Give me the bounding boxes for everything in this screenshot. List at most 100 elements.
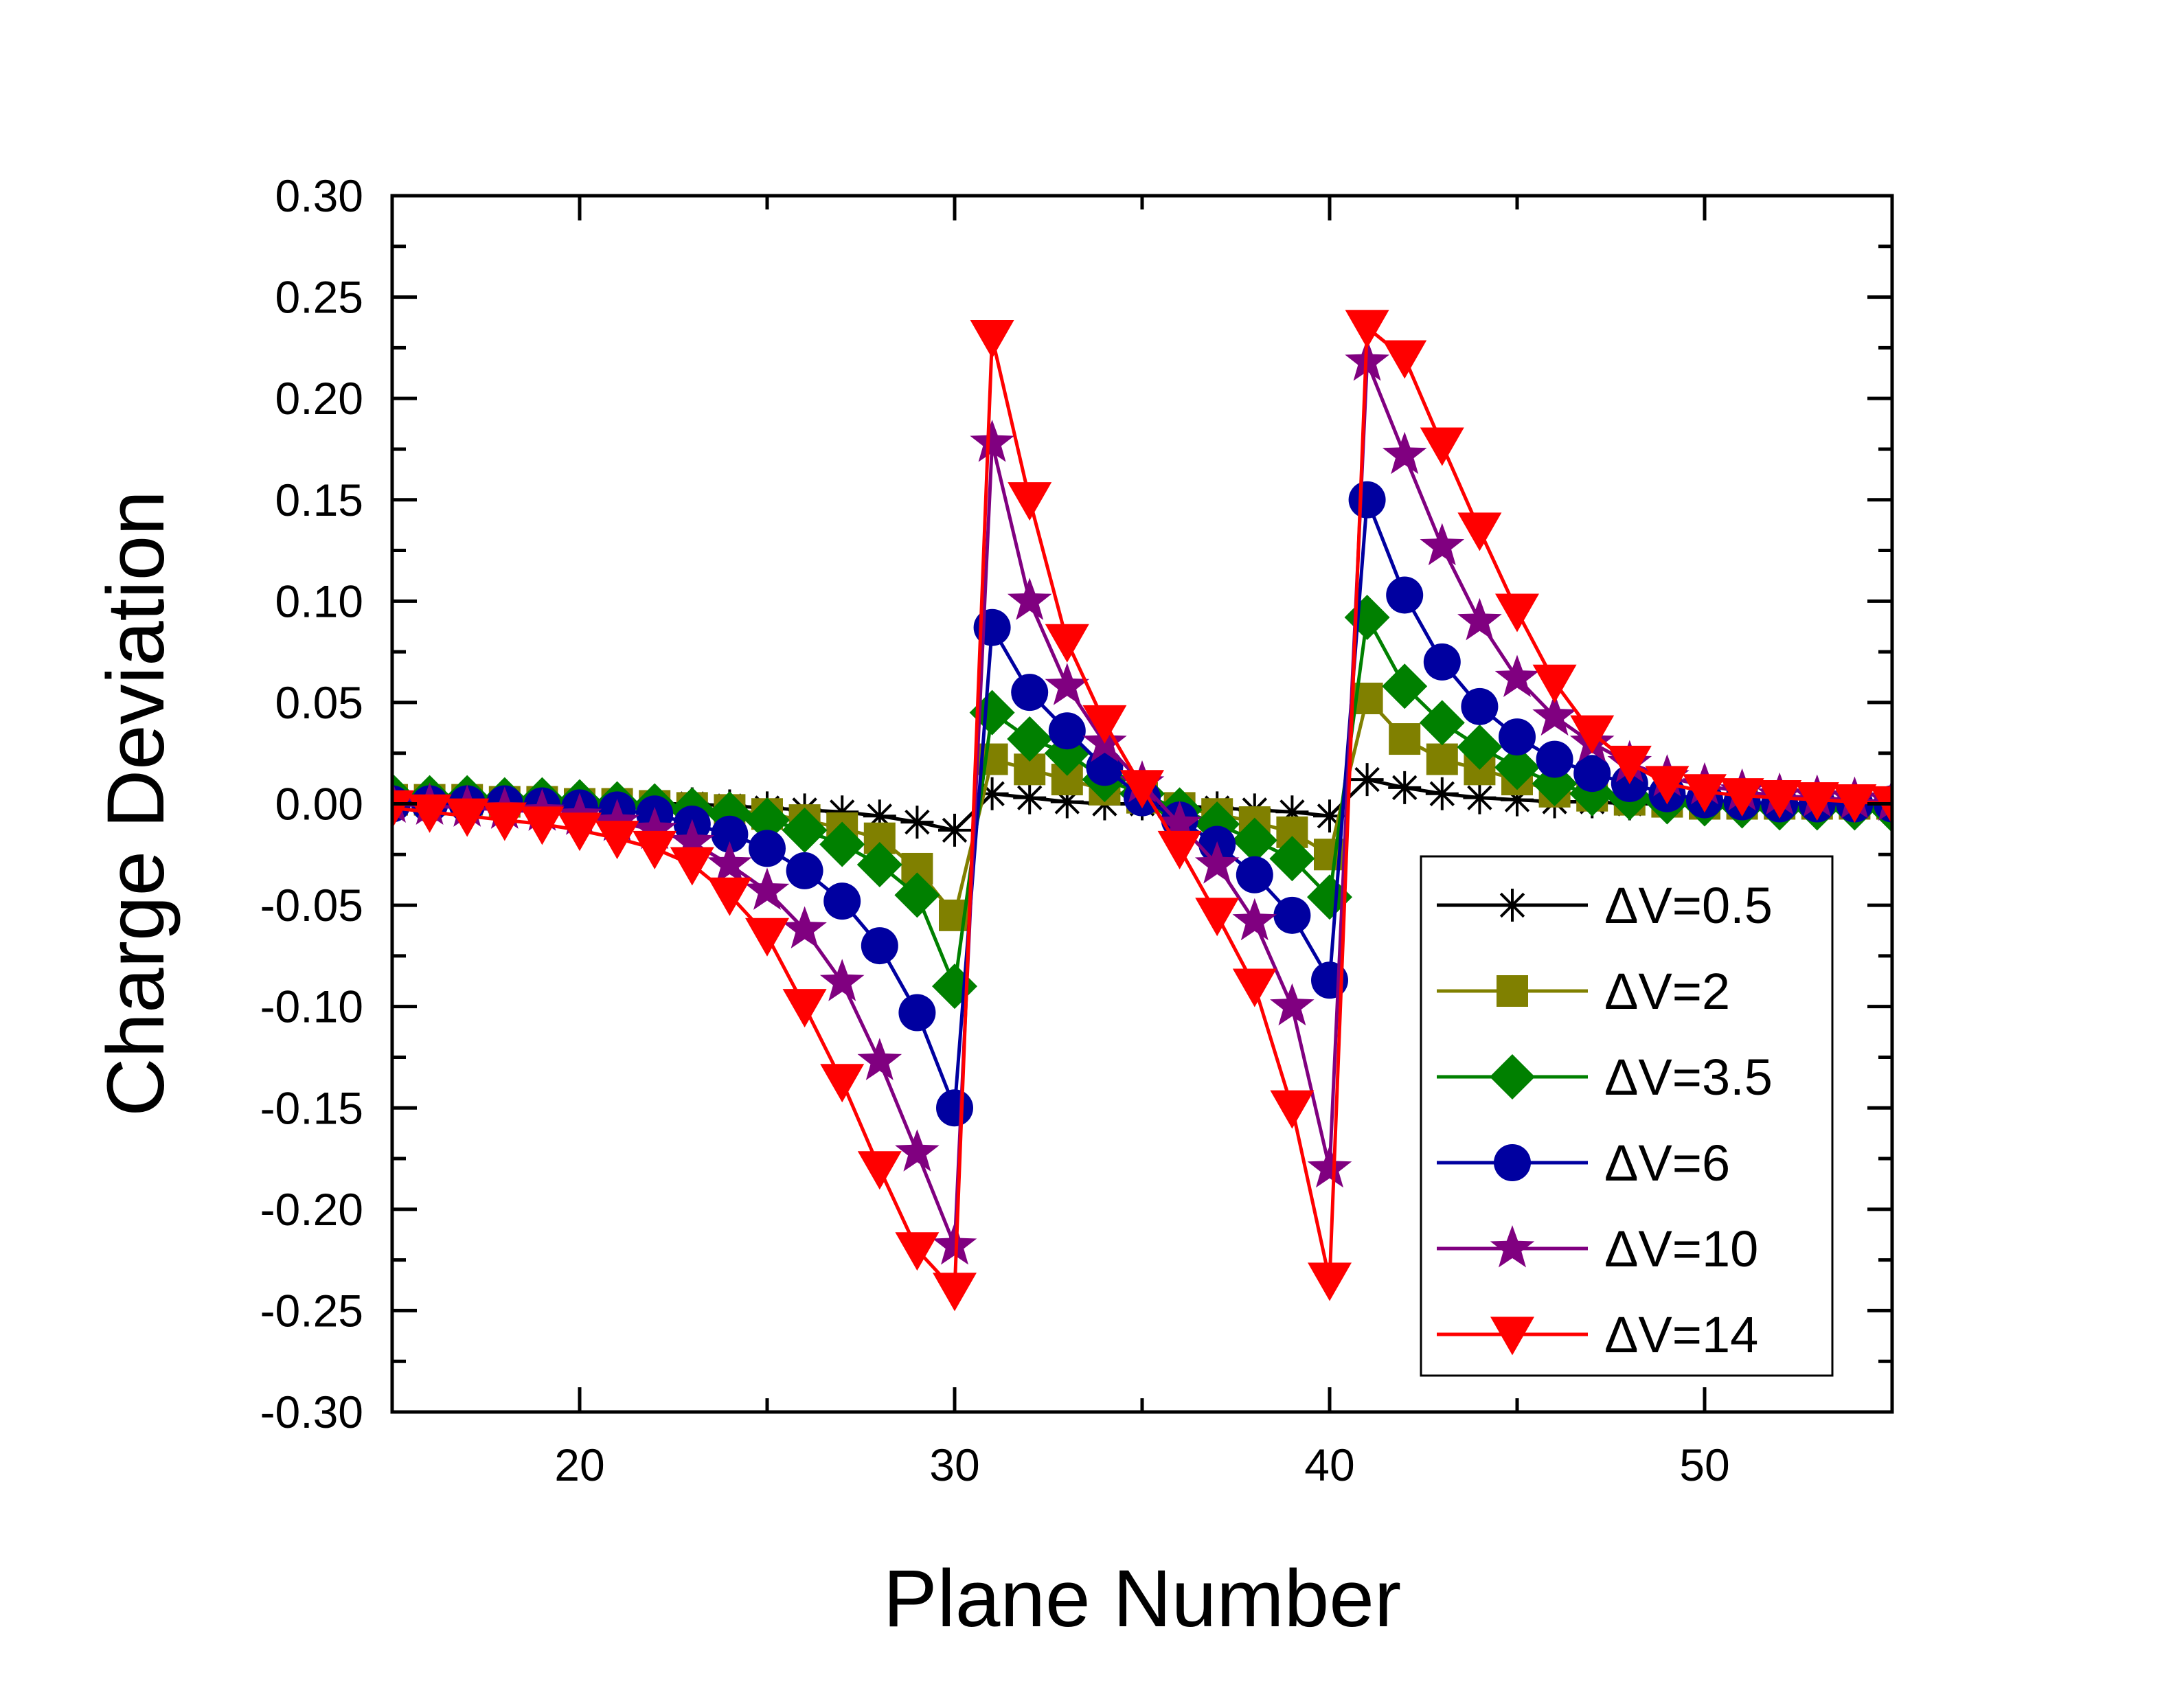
data-point: [1273, 896, 1311, 934]
data-point: [895, 1129, 940, 1172]
data-point: [1011, 674, 1049, 711]
legend-marker: [1490, 1225, 1535, 1268]
data-point: [1270, 1090, 1315, 1129]
data-point: [1270, 983, 1315, 1026]
data-point: [782, 989, 827, 1028]
legend-item: ΔV=0.5: [1437, 877, 1773, 934]
data-point: [933, 1273, 977, 1312]
data-point: [861, 927, 898, 965]
data-point: [1536, 740, 1573, 778]
y-tick-label: -0.25: [260, 1285, 363, 1336]
legend-item: ΔV=10: [1437, 1220, 1758, 1277]
data-point: [1344, 594, 1390, 640]
y-axis-title: Charge Deviation: [91, 490, 181, 1117]
legend-item: ΔV=14: [1437, 1306, 1758, 1363]
data-point: [707, 877, 752, 916]
legend-item: ΔV=2: [1437, 963, 1730, 1020]
data-point: [1494, 654, 1540, 697]
data-point: [1461, 687, 1499, 725]
data-point: [1570, 715, 1615, 754]
data-point: [711, 815, 749, 853]
data-point: [1532, 664, 1577, 703]
series-layer: [392, 310, 1892, 1312]
data-point: [1307, 1145, 1352, 1188]
y-tick-label: 0.25: [275, 272, 363, 323]
data-point: [856, 842, 902, 888]
data-point: [520, 806, 565, 845]
data-point: [1231, 817, 1277, 863]
data-point: [1382, 663, 1428, 709]
y-tick-label: -0.30: [260, 1387, 363, 1437]
data-point: [1389, 723, 1421, 755]
data-point: [1086, 749, 1124, 786]
data-point: [1045, 624, 1089, 663]
y-tick-label: 0.00: [275, 779, 363, 830]
data-point: [1419, 700, 1465, 746]
y-tick-label: -0.15: [260, 1082, 363, 1133]
x-tick-label: 20: [554, 1439, 604, 1490]
data-point: [1045, 663, 1090, 705]
data-point: [1348, 481, 1386, 519]
legend-label: ΔV=0.5: [1604, 877, 1773, 934]
data-point: [1195, 898, 1240, 937]
data-point: [1194, 841, 1240, 884]
data-point: [863, 799, 896, 833]
data-point: [632, 806, 677, 850]
data-point: [932, 964, 977, 1010]
data-point: [1013, 781, 1047, 814]
data-point: [392, 790, 414, 829]
data-point: [1120, 770, 1164, 809]
data-point: [707, 841, 752, 884]
data-point: [1275, 795, 1309, 829]
legend-marker: [1494, 1144, 1531, 1181]
data-point: [1007, 578, 1052, 620]
data-point: [633, 830, 677, 869]
data-point: [970, 420, 1014, 462]
data-point: [744, 867, 790, 910]
data-point: [1573, 755, 1611, 793]
data-point: [1232, 968, 1277, 1007]
y-tick-label: 0.10: [275, 576, 363, 626]
legend-box: [1420, 855, 1834, 1377]
legend-item: ΔV=3.5: [1437, 1049, 1773, 1106]
data-point: [1420, 523, 1465, 566]
data-point: [1308, 1262, 1352, 1301]
legend-item: ΔV=6: [1437, 1135, 1730, 1192]
data-point: [1457, 724, 1503, 770]
data-point: [819, 821, 865, 867]
data-point: [482, 802, 527, 841]
data-point: [823, 882, 861, 920]
y-tick-label: -0.05: [260, 880, 363, 931]
x-tick-label: 40: [1304, 1439, 1354, 1490]
data-point: [1758, 780, 1802, 819]
data-point: [936, 1089, 973, 1127]
data-point: [1388, 771, 1422, 804]
data-point: [1423, 643, 1461, 681]
data-point: [1008, 482, 1052, 521]
data-point: [1832, 784, 1877, 823]
data-point: [1532, 693, 1577, 736]
data-point: [1645, 766, 1690, 805]
y-tick-label: -0.10: [260, 981, 363, 1032]
y-tick-label: 0.30: [275, 170, 363, 221]
data-point: [558, 812, 602, 852]
data-point: [670, 819, 715, 862]
data-point: [1420, 427, 1464, 466]
data-point: [938, 813, 971, 847]
axis-layer: 20 30 40 50 -0.30 -0.25 -0.20 -0.15 -0.10 -0.05 0.…: [260, 170, 1894, 1490]
data-point: [1386, 576, 1424, 614]
data-point: [857, 1038, 902, 1080]
data-point: [857, 1151, 902, 1190]
data-point: [1495, 593, 1539, 633]
data-point: [1501, 783, 1534, 817]
x-tick-label: 50: [1679, 1439, 1729, 1490]
data-point: [1720, 778, 1764, 817]
data-point: [895, 1232, 940, 1271]
y-tick-label: -0.20: [260, 1184, 363, 1235]
data-point: [1382, 431, 1427, 475]
legend-label: ΔV=2: [1604, 963, 1730, 1020]
data-point: [970, 320, 1014, 359]
data-point: [1607, 745, 1652, 784]
data-point: [1683, 774, 1727, 813]
